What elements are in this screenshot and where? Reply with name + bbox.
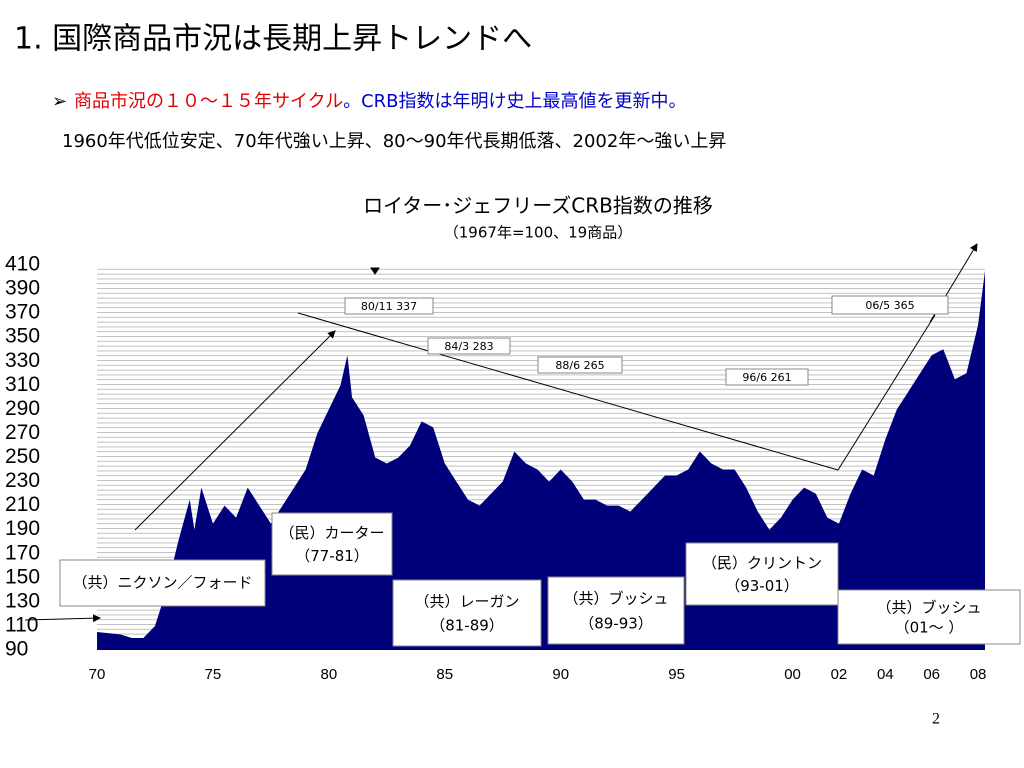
annotation: 84/3 283 [444, 340, 493, 353]
era-name: （共）ニクソン／フォード [72, 574, 252, 592]
blue-text: 。CRB指数は年明け史上最高値を更新中。 [343, 91, 686, 112]
y-tick-label: 290 [5, 397, 40, 420]
y-tick-label: 230 [5, 469, 40, 492]
arrows [24, 243, 978, 623]
y-tick-label: 390 [5, 277, 40, 300]
chart-title: ロイター･ジェフリーズCRB指数の推移 [363, 194, 713, 218]
y-tick-label: 130 [5, 589, 40, 612]
line2: 1960年代低位安定、70年代強い上昇、80～90年代長期低落、2002年～強い… [62, 131, 726, 152]
era-box [271, 512, 393, 576]
x-tick-label: 80 [321, 666, 338, 683]
era-period: （01～ ） [895, 618, 964, 636]
annotation-box [831, 295, 949, 315]
y-tick-label: 90 [5, 638, 28, 661]
y-tick-label: 410 [5, 253, 40, 276]
x-tick-label: 75 [205, 666, 222, 683]
x-tick-label: 08 [970, 666, 987, 683]
x-tick-label: 95 [668, 666, 685, 683]
x-tick-label: 90 [552, 666, 569, 683]
y-tick-label: 310 [5, 373, 40, 396]
slide-title: 1. 国際商品市況は長期上昇トレンドへ [14, 22, 532, 57]
era-period: （81‐89） [430, 617, 504, 635]
y-tick-label: 170 [5, 541, 40, 564]
x-tick-label: 06 [923, 666, 940, 683]
annotation-box [725, 368, 809, 386]
era-name: （民）カーター [279, 524, 384, 542]
annotation-box [427, 337, 511, 355]
x-tick-label: 02 [831, 666, 848, 683]
y-tick-label: 210 [5, 493, 40, 516]
era-period: （89‐93） [579, 614, 653, 632]
y-tick-label: 150 [5, 565, 40, 588]
y-tick-label: 350 [5, 325, 40, 348]
era-box [837, 589, 1021, 645]
chart-subtitle: （1967年=100、19商品） [444, 224, 632, 242]
y-tick-label: 110 [5, 613, 38, 636]
y-tick-label: 370 [5, 301, 40, 324]
annotation: 88/6 265 [555, 359, 604, 372]
era-name: （共）レーガン [414, 592, 519, 610]
era-name: （共）ブッシュ [563, 590, 668, 608]
era-period: （77‐81） [295, 547, 369, 565]
annotation-box [537, 356, 623, 374]
x-tick-label: 70 [89, 666, 106, 683]
x-tick-label: 04 [877, 666, 894, 683]
era-box [392, 579, 542, 647]
red-text: 商品市況の１０～１５年サイクル [74, 91, 343, 112]
annotation-box [344, 297, 434, 315]
annotation: 96/6 261 [742, 371, 791, 384]
bullet: ➢ [52, 91, 67, 112]
x-tick-label: 00 [784, 666, 801, 683]
y-tick-label: 250 [5, 445, 40, 468]
era-box [547, 576, 685, 645]
annotation: 06/5 365 [865, 299, 914, 312]
y-tick-label: 330 [5, 349, 40, 372]
era-name: （民）クリントン [702, 554, 822, 572]
era-name: （共）ブッシュ [876, 598, 981, 616]
era-box [59, 559, 266, 607]
era-period: （93‐01） [725, 577, 799, 595]
y-tick-label: 270 [5, 421, 40, 444]
x-tick-label: 85 [436, 666, 453, 683]
line1: 商品市況の１０～１５年サイクル。CRB指数は年明け史上最高値を更新中。 [74, 91, 687, 112]
era-box [685, 542, 839, 606]
annotation: 80/11 337 [361, 300, 417, 313]
page-number: 2 [932, 711, 940, 728]
y-tick-label: 190 [5, 517, 40, 540]
